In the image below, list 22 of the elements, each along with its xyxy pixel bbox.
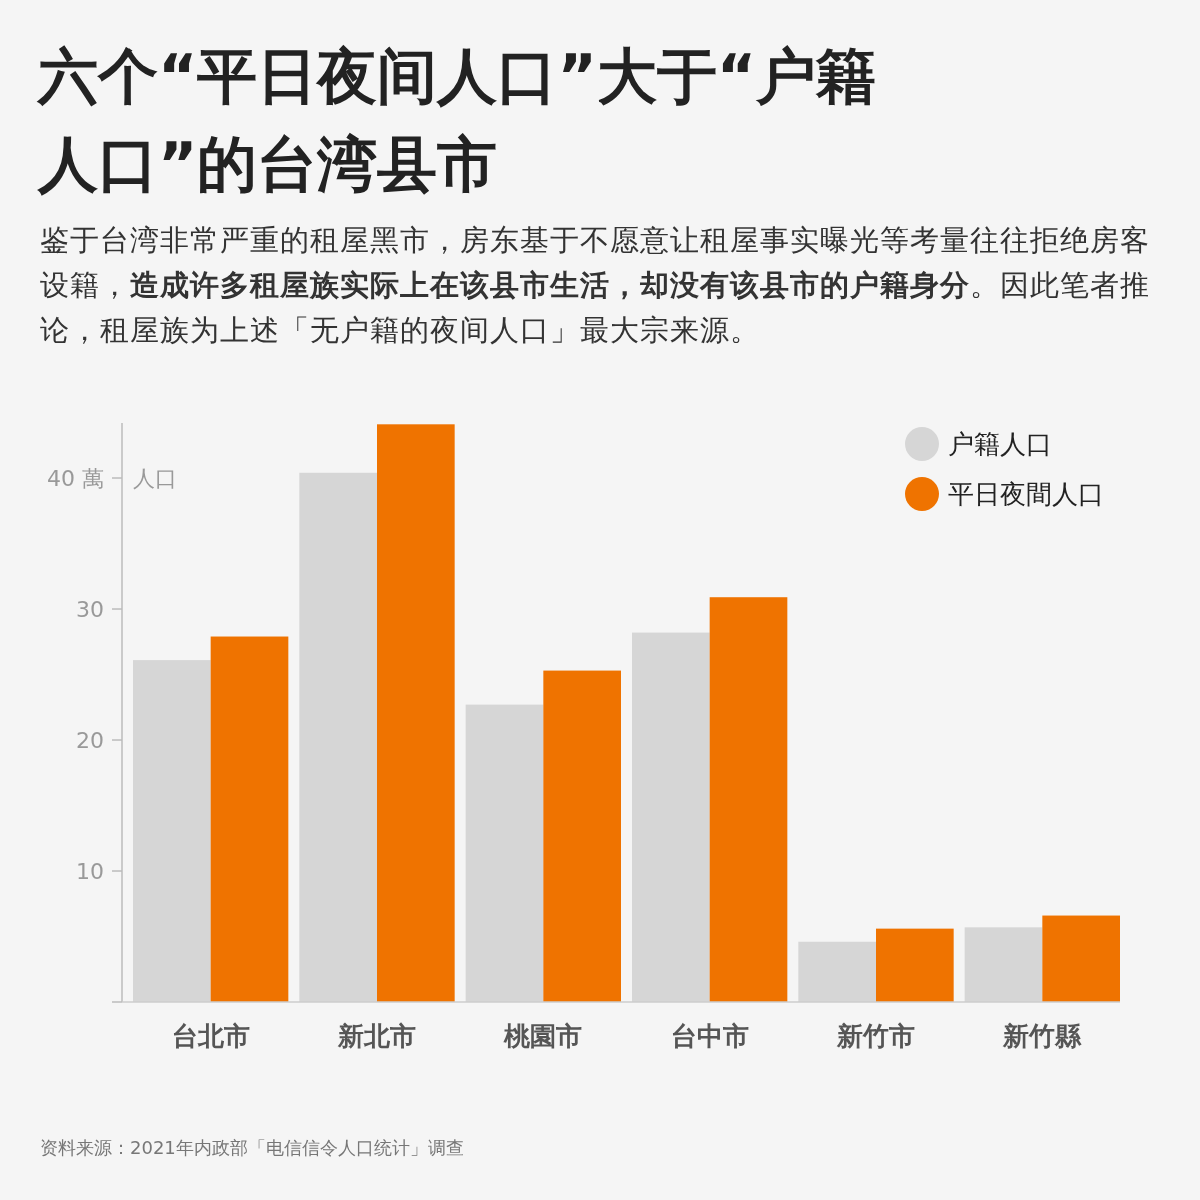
x-tick-label: 新北市	[337, 1021, 416, 1051]
x-tick-label: 台北市	[171, 1021, 250, 1051]
legend-label: 户籍人口	[948, 429, 1052, 459]
text: 鉴于台湾非常严重的租屋黑市，房东基于不愿意让租屋事实曝光等考量往往拒绝房客设籍，造成许多租屋族实际上在该县市生活，却没有该县市的户籍身分。因此笔者推论，租屋族为上述「无户籍的夜间人口」最大宗来源。	[40, 223, 1150, 347]
y-tick-label: 20	[76, 728, 104, 754]
y-tick-label: 10	[76, 859, 104, 884]
bar	[543, 670, 621, 1002]
text: 资料来源：2021年内政部「电信信令人口统计」调查	[40, 1137, 464, 1158]
x-tick-label: 台中市	[670, 1021, 749, 1051]
bar	[709, 597, 788, 1002]
chart-title: 六个“平日夜间人口”大于“户籍人口”的台湾县市	[38, 41, 877, 199]
y-tick-label: 40 萬	[47, 466, 104, 492]
bar	[1042, 915, 1120, 1002]
y-axis-title: 人口	[133, 466, 177, 492]
x-tick-label: 桃園市	[503, 1021, 583, 1051]
x-tick-label: 新竹縣	[1002, 1021, 1083, 1051]
bar	[377, 424, 455, 1002]
x-tick-label: 新竹市	[836, 1021, 915, 1051]
bar	[876, 928, 954, 1002]
bar	[210, 636, 289, 1002]
y-tick-label: 30	[76, 597, 104, 623]
legend-label: 平日夜間人口	[948, 479, 1104, 509]
